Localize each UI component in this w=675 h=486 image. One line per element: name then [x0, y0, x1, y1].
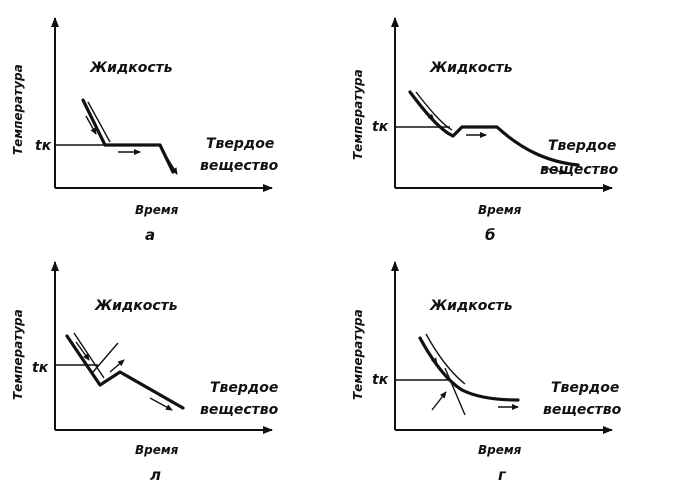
tk-label: tк	[372, 372, 389, 388]
liquid-label: Жидкость	[429, 298, 513, 314]
tk-label: tк	[35, 138, 52, 154]
arrow-up	[431, 391, 447, 411]
panel-sublabel: а	[145, 226, 155, 244]
solid-label-line1: Твердое	[551, 380, 619, 396]
panel-sublabel: л	[150, 466, 161, 484]
solid-label-line1: Твердое	[548, 138, 616, 154]
liquid-label: Жидкость	[429, 60, 513, 76]
cooling-curve	[65, 334, 185, 410]
y-axis-label: Температура	[351, 69, 365, 160]
curve-shadow	[415, 91, 453, 131]
panel-d: Температура Время Жидкость tк Твердое ве…	[351, 261, 622, 484]
arrow-down-left	[85, 115, 97, 135]
liquid-label: Жидкость	[89, 60, 173, 76]
arrow-down-left	[417, 103, 435, 121]
arrow-down-right	[149, 397, 173, 411]
panel-a: Температура Время Жидкость tк Твердое ве…	[11, 17, 279, 244]
x-axis-label: Время	[135, 203, 179, 217]
arrow-down-right	[165, 155, 178, 175]
y-axis-label: Температура	[11, 309, 25, 400]
panel-c: Температура Время Жидкость tк Твердое ве…	[11, 261, 279, 484]
metastable-line	[92, 342, 119, 373]
arrow-up	[109, 359, 125, 373]
x-axis-label: Время	[478, 203, 522, 217]
x-axis-label: Время	[135, 443, 179, 457]
panel-sublabel: г	[498, 466, 507, 484]
solid-label-line2: вещество	[200, 158, 279, 174]
curve-shadow	[425, 333, 466, 385]
solid-label-line1: Твердое	[210, 380, 278, 396]
arrow-down-right	[543, 167, 567, 175]
tangent-line	[444, 367, 466, 416]
arrow-down-left	[75, 341, 90, 361]
panel-b: Температура Время Жидкость tк Твердое ве…	[351, 17, 619, 244]
cooling-curve	[81, 98, 175, 174]
solid-label-line2: вещество	[543, 402, 622, 418]
y-axis-label: Температура	[11, 64, 25, 155]
solid-label-line2: вещество	[200, 402, 279, 418]
solid-label-line1: Твердое	[206, 136, 274, 152]
panel-sublabel: б	[485, 226, 495, 244]
cooling-curve	[408, 90, 580, 167]
y-axis-label: Температура	[351, 309, 365, 400]
arrow-down-left	[423, 344, 438, 365]
curve-shadow	[87, 101, 111, 143]
x-axis-label: Время	[478, 443, 522, 457]
cooling-curve	[418, 336, 520, 402]
tk-label: tк	[372, 119, 389, 135]
tk-label: tк	[32, 360, 49, 376]
liquid-label: Жидкость	[94, 298, 178, 314]
